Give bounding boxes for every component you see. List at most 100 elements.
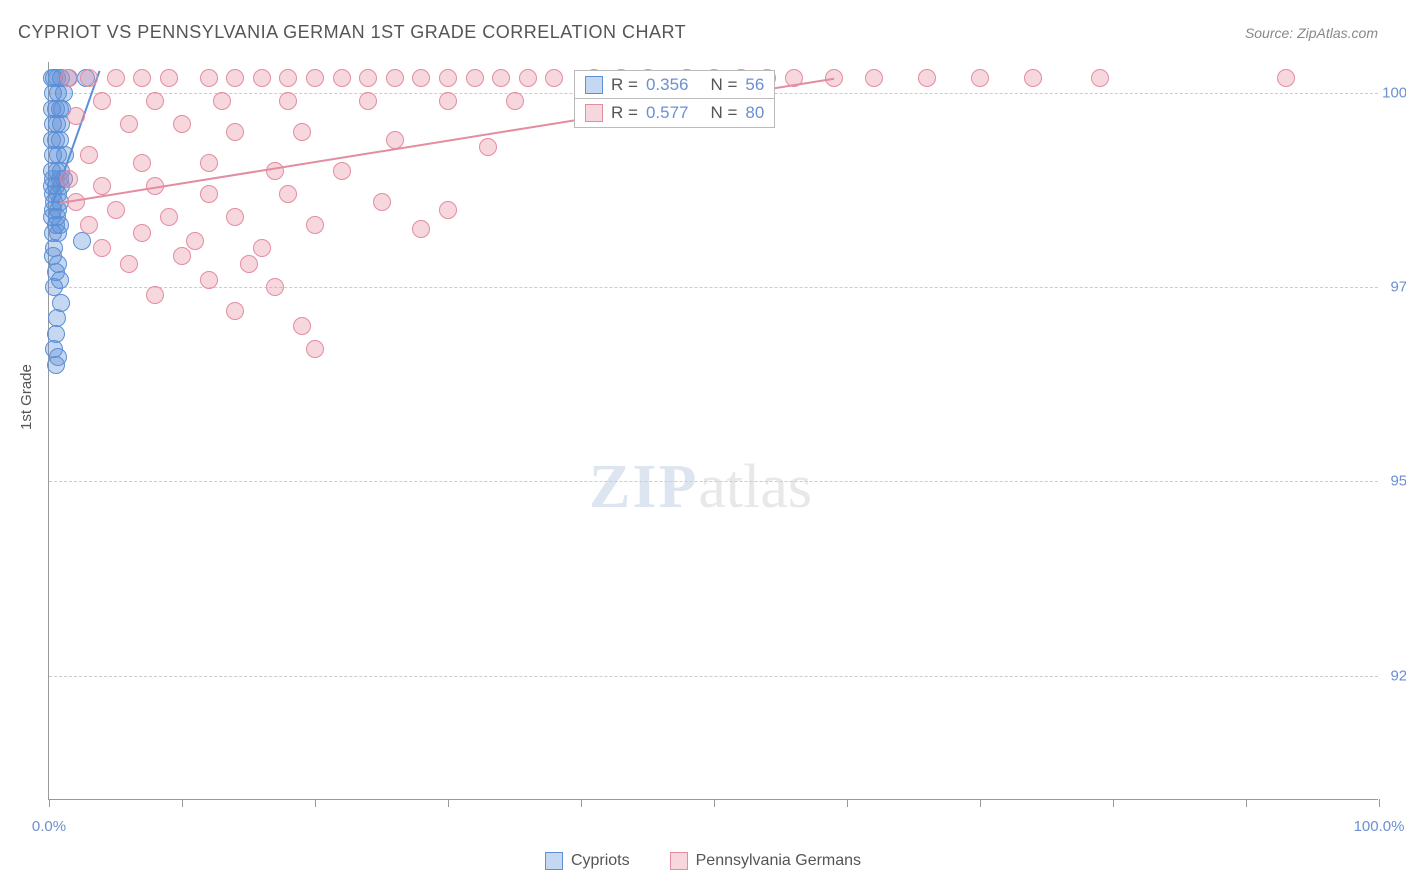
scatter-point [386,69,404,87]
scatter-point [146,92,164,110]
scatter-point [200,271,218,289]
y-tick-label: 92.5% [1390,667,1406,684]
scatter-point [226,123,244,141]
source-attribution: Source: ZipAtlas.com [1245,25,1378,41]
scatter-point [439,92,457,110]
scatter-point [160,208,178,226]
scatter-point [466,69,484,87]
watermark-atlas: atlas [698,453,812,521]
gridline [49,676,1378,677]
x-tick-label: 0.0% [32,818,66,835]
scatter-point [93,92,111,110]
scatter-point [240,255,258,273]
legend-item-penn-germans: Pennsylvania Germans [670,852,861,870]
scatter-point [173,115,191,133]
x-tick-mark [847,799,848,807]
scatter-point [293,123,311,141]
x-tick-mark [315,799,316,807]
scatter-point [306,216,324,234]
scatter-point [279,92,297,110]
scatter-point [173,247,191,265]
scatter-point [60,69,78,87]
stats-swatch [585,104,603,122]
x-tick-mark [581,799,582,807]
gridline [49,481,1378,482]
scatter-point [412,69,430,87]
scatter-point [479,138,497,156]
scatter-point [200,154,218,172]
scatter-point [93,177,111,195]
scatter-point [519,69,537,87]
scatter-point [47,356,65,374]
bottom-legend: Cypriots Pennsylvania Germans [0,852,1406,870]
x-tick-mark [182,799,183,807]
scatter-point [60,170,78,188]
scatter-point [1091,69,1109,87]
scatter-point [1024,69,1042,87]
scatter-point [253,239,271,257]
scatter-point [266,278,284,296]
y-tick-label: 100.0% [1382,85,1406,102]
scatter-point [93,239,111,257]
stats-r-label: R = [611,103,638,123]
scatter-point [253,69,271,87]
scatter-point [73,232,91,250]
scatter-point [373,193,391,211]
scatter-point [439,201,457,219]
stats-n-value: 56 [745,75,764,95]
stats-n-value: 80 [745,103,764,123]
scatter-point [293,317,311,335]
scatter-point [200,69,218,87]
chart-plot-area: ZIPatlas 92.5%95.0%97.5%100.0%0.0%100.0%… [48,62,1378,800]
scatter-point [67,107,85,125]
watermark-zip: ZIP [589,453,698,521]
scatter-point [226,69,244,87]
stats-box: R =0.577N =80 [574,98,775,128]
scatter-point [333,162,351,180]
scatter-point [412,220,430,238]
x-tick-label: 100.0% [1354,818,1405,835]
scatter-point [80,216,98,234]
chart-title: CYPRIOT VS PENNSYLVANIA GERMAN 1ST GRADE… [18,22,686,43]
scatter-point [80,69,98,87]
scatter-point [120,115,138,133]
scatter-point [386,131,404,149]
scatter-point [359,69,377,87]
stats-r-label: R = [611,75,638,95]
legend-swatch-penn-germans [670,852,688,870]
x-tick-mark [1113,799,1114,807]
scatter-point [439,69,457,87]
scatter-point [279,69,297,87]
scatter-point [865,69,883,87]
scatter-point [359,92,377,110]
scatter-point [306,69,324,87]
stats-n-label: N = [710,75,737,95]
scatter-point [306,340,324,358]
legend-label-penn-germans: Pennsylvania Germans [696,852,861,870]
legend-label-cypriots: Cypriots [571,852,630,870]
scatter-point [120,255,138,273]
gridline [49,287,1378,288]
watermark-logo: ZIPatlas [589,452,812,523]
scatter-point [107,201,125,219]
scatter-point [133,224,151,242]
scatter-point [160,69,178,87]
scatter-point [186,232,204,250]
scatter-point [918,69,936,87]
stats-swatch [585,76,603,94]
scatter-point [107,69,125,87]
x-tick-mark [1379,799,1380,807]
scatter-point [545,69,563,87]
y-axis-label: 1st Grade [18,364,35,430]
y-tick-label: 97.5% [1390,279,1406,296]
scatter-point [492,69,510,87]
scatter-point [1277,69,1295,87]
y-tick-label: 95.0% [1390,473,1406,490]
scatter-point [200,185,218,203]
stats-n-label: N = [710,103,737,123]
scatter-point [226,302,244,320]
scatter-point [971,69,989,87]
scatter-point [266,162,284,180]
scatter-point [80,146,98,164]
scatter-point [213,92,231,110]
